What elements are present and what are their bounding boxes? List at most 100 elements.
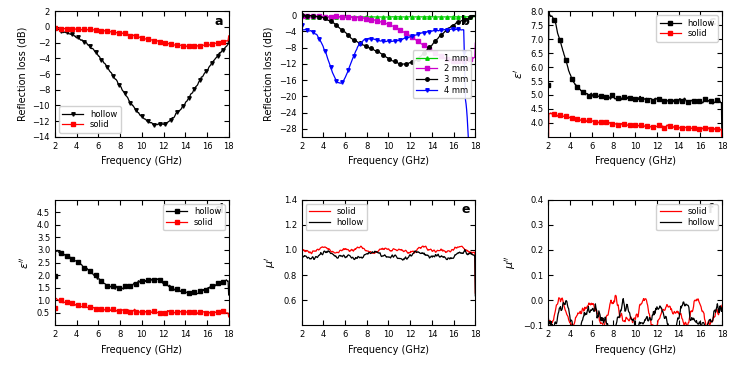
Line: solid: solid xyxy=(54,27,230,48)
Text: f: f xyxy=(708,203,714,217)
hollow xyxy=(51,27,60,31)
1 mm xyxy=(401,15,410,19)
3 mm xyxy=(298,13,306,18)
Line: hollow: hollow xyxy=(547,10,723,148)
3 mm xyxy=(456,19,465,24)
3 mm xyxy=(405,61,413,65)
hollow xyxy=(209,59,218,64)
solid xyxy=(51,27,60,31)
4 mm xyxy=(400,36,409,40)
Line: 2 mm: 2 mm xyxy=(300,14,477,63)
hollow xyxy=(155,278,163,282)
hollow xyxy=(545,321,553,325)
hollow xyxy=(224,36,233,40)
solid xyxy=(702,126,711,131)
hollow xyxy=(154,122,163,126)
solid xyxy=(471,291,479,295)
solid xyxy=(545,111,553,116)
Y-axis label: Reflection loss (dB): Reflection loss (dB) xyxy=(17,27,27,121)
hollow xyxy=(51,249,60,254)
solid xyxy=(158,311,166,315)
solid xyxy=(155,39,163,43)
3 mm xyxy=(445,25,454,30)
Line: solid: solid xyxy=(54,297,230,319)
3 mm xyxy=(471,14,479,18)
hollow xyxy=(158,122,166,126)
Text: e: e xyxy=(462,203,470,217)
solid xyxy=(647,124,656,129)
4 mm xyxy=(298,22,306,27)
hollow xyxy=(443,256,452,260)
hollow xyxy=(718,144,726,148)
solid xyxy=(298,291,306,296)
hollow xyxy=(209,283,218,287)
X-axis label: Frequency (GHz): Frequency (GHz) xyxy=(101,156,183,166)
Legend: hollow, solid: hollow, solid xyxy=(163,204,224,230)
X-axis label: Frequency (GHz): Frequency (GHz) xyxy=(594,345,676,355)
hollow xyxy=(401,256,410,260)
hollow xyxy=(400,256,409,261)
hollow xyxy=(647,97,656,101)
1 mm xyxy=(455,15,464,19)
solid xyxy=(718,303,726,307)
2 mm xyxy=(471,41,479,45)
solid xyxy=(209,310,218,315)
3 mm xyxy=(401,61,410,66)
hollow xyxy=(702,324,711,329)
Text: b: b xyxy=(462,15,471,28)
2 mm xyxy=(400,30,409,35)
hollow xyxy=(298,254,306,259)
hollow xyxy=(158,279,166,283)
X-axis label: Frequency (GHz): Frequency (GHz) xyxy=(594,156,676,166)
hollow xyxy=(648,313,657,318)
Line: 1 mm: 1 mm xyxy=(300,15,477,19)
2 mm xyxy=(298,14,306,19)
3 mm xyxy=(299,13,308,18)
hollow xyxy=(198,75,207,79)
4 mm xyxy=(401,36,410,40)
solid xyxy=(58,26,67,30)
X-axis label: Frequency (GHz): Frequency (GHz) xyxy=(348,156,429,166)
solid xyxy=(648,125,657,129)
Y-axis label: $\mu'$: $\mu'$ xyxy=(263,257,278,269)
Line: 3 mm: 3 mm xyxy=(300,13,477,66)
hollow xyxy=(155,123,164,128)
hollow xyxy=(718,305,726,310)
hollow xyxy=(691,320,700,324)
Legend: hollow, solid: hollow, solid xyxy=(657,15,718,42)
solid xyxy=(444,249,453,253)
solid xyxy=(224,34,233,38)
solid xyxy=(611,293,620,298)
hollow xyxy=(404,255,413,260)
hollow xyxy=(51,273,59,278)
hollow xyxy=(198,288,207,292)
hollow xyxy=(454,250,463,255)
hollow xyxy=(651,311,660,315)
solid xyxy=(649,327,658,332)
hollow xyxy=(648,98,657,102)
4 mm xyxy=(454,27,463,31)
hollow xyxy=(545,9,553,14)
2 mm xyxy=(298,14,306,18)
solid xyxy=(702,325,711,330)
solid xyxy=(546,111,555,115)
Y-axis label: $\varepsilon''$: $\varepsilon''$ xyxy=(18,256,32,269)
Legend: hollow, solid: hollow, solid xyxy=(59,106,120,133)
1 mm xyxy=(298,14,306,18)
solid xyxy=(52,296,61,301)
solid xyxy=(455,244,464,249)
Text: a: a xyxy=(215,15,224,28)
4 mm xyxy=(298,27,306,32)
1 mm xyxy=(384,15,393,19)
3 mm xyxy=(402,61,410,66)
solid xyxy=(224,315,233,319)
solid xyxy=(400,249,409,253)
solid xyxy=(652,325,660,329)
hollow xyxy=(691,100,700,104)
Legend: solid, hollow: solid, hollow xyxy=(306,204,367,230)
solid xyxy=(154,310,163,315)
hollow xyxy=(544,83,553,88)
solid xyxy=(209,41,218,46)
2 mm xyxy=(457,59,465,64)
solid xyxy=(198,43,207,47)
